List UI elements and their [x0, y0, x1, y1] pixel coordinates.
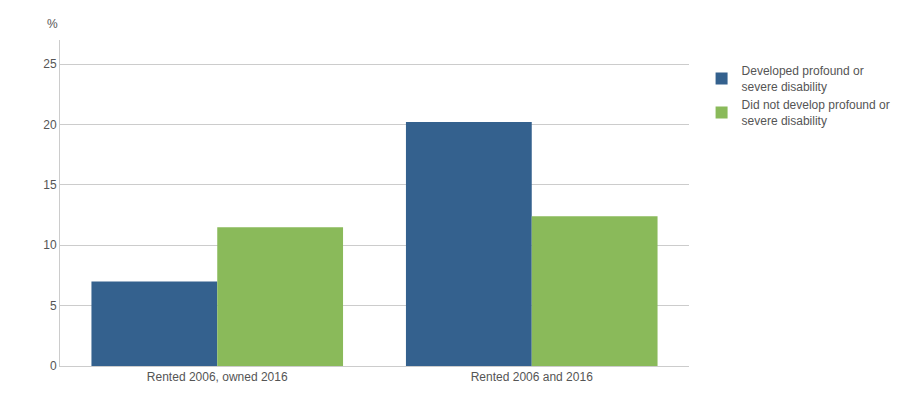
svg-text:0: 0: [50, 359, 57, 373]
svg-text:5: 5: [50, 299, 57, 313]
svg-text:25: 25: [43, 57, 57, 71]
svg-text:20: 20: [43, 118, 57, 132]
svg-text:15: 15: [43, 178, 57, 192]
svg-text:Rented 2006 and 2016: Rented 2006 and 2016: [471, 370, 593, 384]
svg-text:Rented 2006, owned 2016: Rented 2006, owned 2016: [147, 370, 288, 384]
svg-text:%: %: [47, 17, 58, 31]
svg-text:10: 10: [43, 238, 57, 252]
svg-text:Did not develop profound orsev: Did not develop profound orsevere disabi…: [742, 98, 890, 128]
svg-text:Developed profound orsevere di: Developed profound orsevere disability: [742, 64, 864, 94]
